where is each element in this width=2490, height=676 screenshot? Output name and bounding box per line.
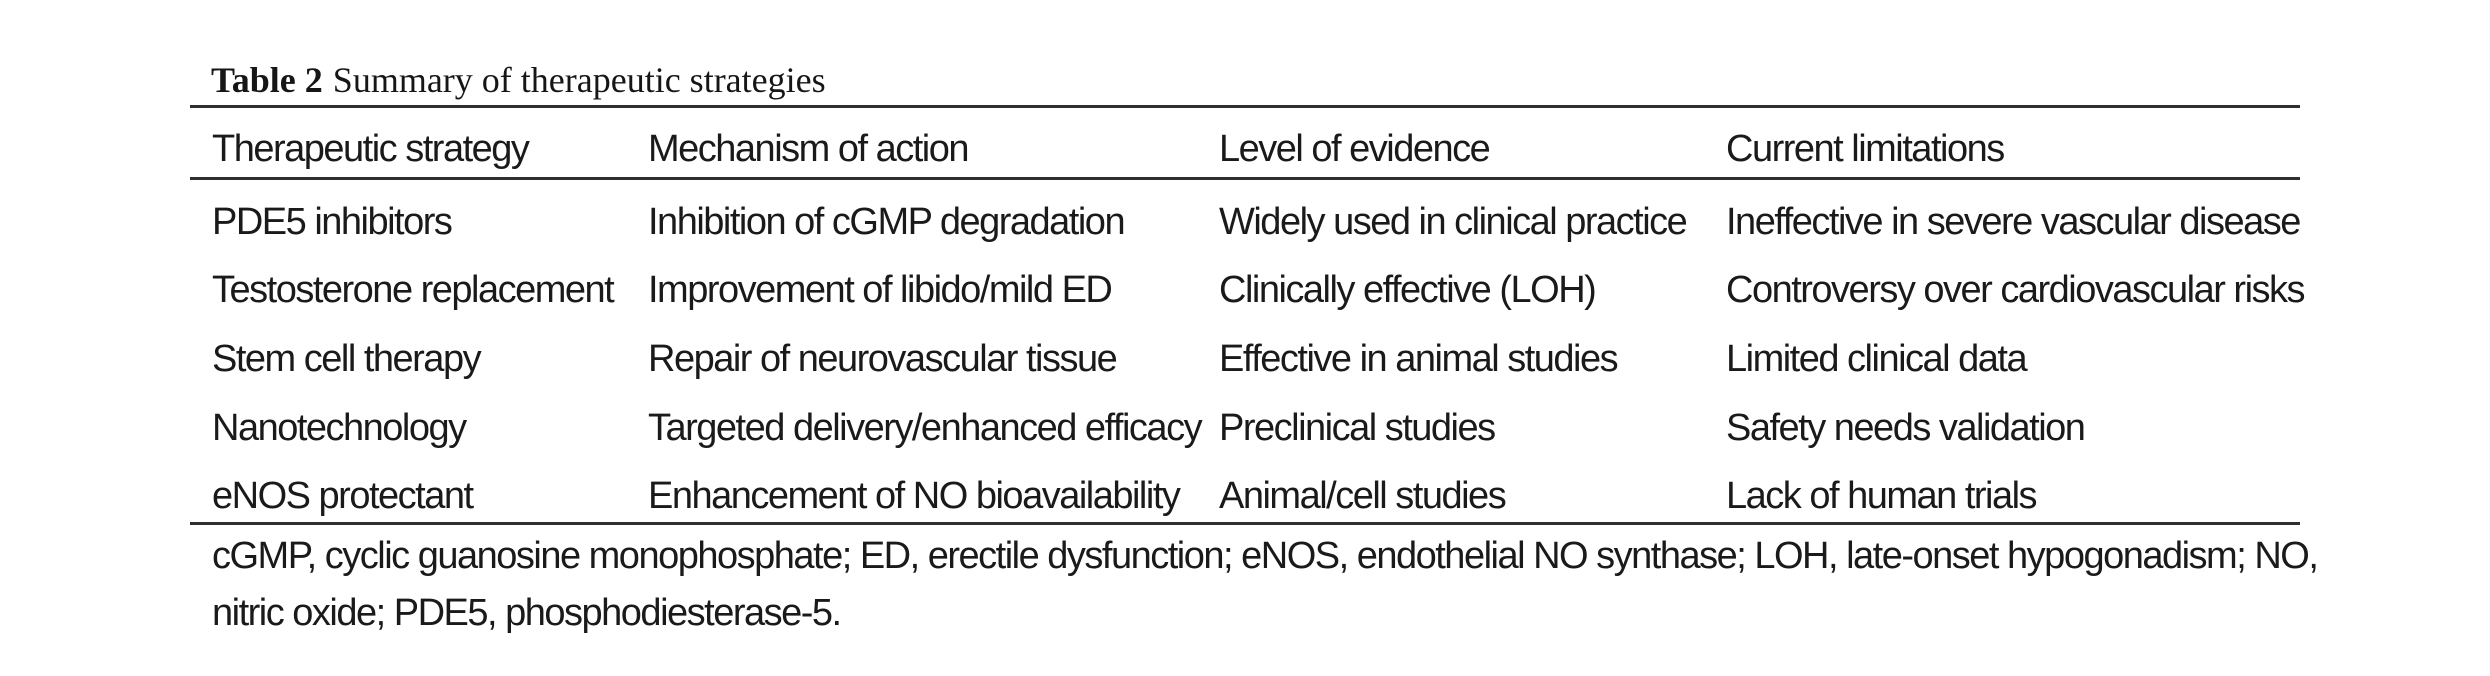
table-cell: Stem cell therapy	[212, 338, 482, 380]
table-cell: PDE5 inhibitors	[212, 200, 453, 243]
table-row: Testosterone replacement Improvement of …	[190, 248, 2306, 317]
table-cell: Ineffective in severe vascular disease	[1726, 200, 2301, 243]
table-cell: Repair of neurovascular tissue	[648, 338, 1118, 380]
table-title: Table 2 Summary of therapeutic strategies	[211, 60, 826, 100]
header-row: Therapeutic strategy Mechanism of action…	[190, 105, 2300, 180]
table-cell: Widely used in clinical practice	[1219, 200, 1688, 243]
table-cell: Lack of human trials	[1726, 454, 2300, 525]
table-row: eNOS protectant Enhancement of NO bioava…	[190, 454, 2300, 525]
table-cell: Effective in animal studies	[1219, 338, 1619, 380]
table-cell: Nanotechnology	[212, 407, 467, 449]
table-cell: Enhancement of NO bioavailability	[648, 454, 1219, 525]
table-cell: Animal/cell studies	[1219, 454, 1726, 525]
footnote-line: cGMP, cyclic guanosine monophosphate; ED…	[212, 535, 2319, 577]
table-cell: Improvement of libido/mild ED	[648, 269, 1113, 311]
table-body: PDE5 inhibitors Inhibition of cGMP degra…	[190, 179, 2306, 525]
table-row: Nanotechnology Targeted delivery/enhance…	[190, 386, 2300, 455]
table-cell: Limited clinical data	[1726, 338, 2028, 380]
table-cell: Targeted delivery/enhanced efficacy	[648, 407, 1203, 449]
table-header: Therapeutic strategy Mechanism of action…	[190, 105, 2300, 180]
table-cell: Testosterone replacement	[212, 269, 615, 311]
footnote-line: nitric oxide; PDE5, phosphodiesterase-5.	[212, 592, 842, 634]
table-cell: Clinically effective (LOH)	[1219, 269, 1597, 311]
therapeutic-strategies-table: Therapeutic strategy Mechanism of action…	[190, 105, 2306, 525]
table-cell: Safety needs validation	[1726, 407, 2086, 449]
column-header-mechanism-of-action: Mechanism of action	[648, 105, 1219, 180]
column-header-therapeutic-strategy: Therapeutic strategy	[190, 105, 648, 180]
table-row: Stem cell therapy Repair of neurovascula…	[190, 317, 2300, 386]
column-header-level-of-evidence: Level of evidence	[1219, 105, 1726, 180]
table-title-text: Summary of therapeutic strategies	[332, 60, 826, 100]
table-footnote: cGMP, cyclic guanosine monophosphate; ED…	[212, 528, 2322, 642]
table-cell: Preclinical studies	[1219, 407, 1496, 449]
table-cell: Controversy over cardiovascular risks	[1726, 269, 2306, 311]
table-row: PDE5 inhibitors Inhibition of cGMP degra…	[190, 179, 2301, 248]
table-number-label: Table 2	[211, 60, 323, 100]
column-header-current-limitations: Current limitations	[1726, 105, 2300, 180]
table-cell: eNOS protectant	[190, 454, 648, 525]
table-cell: Inhibition of cGMP degradation	[648, 200, 1126, 243]
